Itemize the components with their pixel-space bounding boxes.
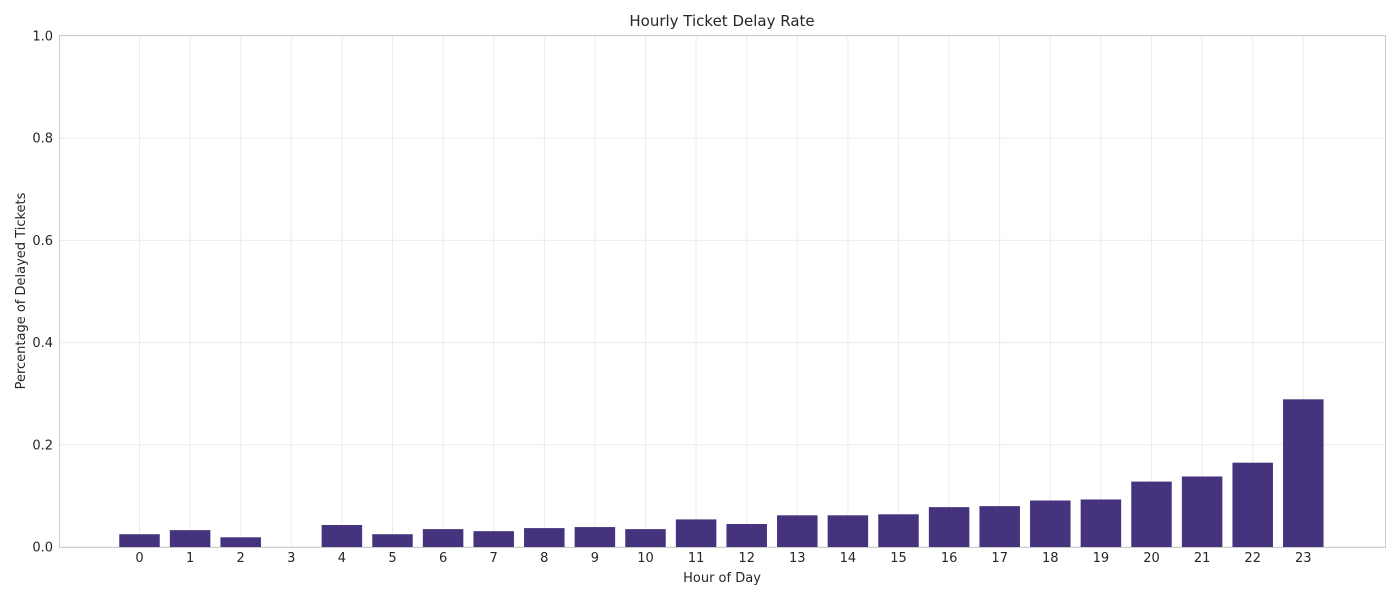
x-tick-label: 8 bbox=[540, 551, 548, 566]
x-ticks: 0 1 2 3 4 5 6 7 8 9 10 11 12 13 14 15 16 17 18 19 20 21 22 23 bbox=[135, 551, 1311, 566]
x-tick-label: 23 bbox=[1295, 551, 1312, 566]
bar-hour-2 bbox=[220, 537, 261, 547]
x-tick-label: 4 bbox=[338, 551, 346, 566]
bar-hour-14 bbox=[827, 515, 869, 547]
bar-hour-18 bbox=[1030, 500, 1071, 547]
grid bbox=[60, 35, 1386, 548]
bar-hour-4 bbox=[321, 525, 363, 547]
x-tick-label: 1 bbox=[186, 551, 194, 566]
bar-hour-5 bbox=[372, 534, 413, 547]
x-tick-label: 17 bbox=[991, 551, 1008, 566]
x-axis-label: Hour of Day bbox=[683, 571, 761, 586]
bar-hour-19 bbox=[1080, 499, 1122, 547]
y-ticks: 0.0 0.2 0.4 0.6 0.8 1.0 bbox=[32, 30, 53, 556]
x-tick-label: 16 bbox=[941, 551, 958, 566]
y-tick-label: 0.4 bbox=[32, 336, 53, 351]
bar-hour-7 bbox=[473, 531, 514, 547]
x-tick-label: 20 bbox=[1143, 551, 1160, 566]
bar-hour-21 bbox=[1181, 476, 1223, 547]
y-tick-label: 1.0 bbox=[32, 30, 53, 45]
bar-hour-10 bbox=[625, 529, 666, 547]
y-tick-label: 0.2 bbox=[32, 438, 53, 453]
x-tick-label: 6 bbox=[439, 551, 447, 566]
x-tick-label: 13 bbox=[789, 551, 806, 566]
y-tick-label: 0.0 bbox=[32, 541, 53, 556]
bar-hour-13 bbox=[777, 515, 818, 547]
bar-hour-15 bbox=[878, 514, 919, 547]
x-tick-label: 9 bbox=[591, 551, 599, 566]
y-tick-label: 0.8 bbox=[32, 132, 53, 147]
plot-frame bbox=[59, 35, 1386, 548]
y-tick-label: 0.6 bbox=[32, 234, 53, 249]
x-tick-label: 0 bbox=[135, 551, 143, 566]
x-tick-label: 14 bbox=[840, 551, 857, 566]
x-tick-label: 3 bbox=[287, 551, 295, 566]
bar-hour-9 bbox=[574, 527, 616, 547]
bar-hour-6 bbox=[422, 529, 464, 547]
bar-hour-11 bbox=[675, 519, 717, 547]
x-tick-label: 12 bbox=[738, 551, 755, 566]
x-tick-label: 15 bbox=[890, 551, 907, 566]
bar-hour-12 bbox=[726, 524, 767, 547]
y-axis-label: Percentage of Delayed Tickets bbox=[14, 192, 29, 389]
x-tick-label: 10 bbox=[637, 551, 654, 566]
x-tick-label: 5 bbox=[388, 551, 396, 566]
x-tick-label: 11 bbox=[688, 551, 705, 566]
x-tick-label: 21 bbox=[1194, 551, 1211, 566]
bar-hour-20 bbox=[1131, 481, 1172, 547]
bar-hour-8 bbox=[524, 528, 565, 547]
chart-title: Hourly Ticket Delay Rate bbox=[629, 12, 814, 30]
x-tick-label: 19 bbox=[1093, 551, 1110, 566]
bar-hour-22 bbox=[1232, 462, 1273, 547]
x-tick-label: 2 bbox=[237, 551, 245, 566]
bar-hour-1 bbox=[169, 530, 211, 547]
x-tick-label: 18 bbox=[1042, 551, 1059, 566]
x-tick-label: 22 bbox=[1244, 551, 1261, 566]
bar-hour-17 bbox=[979, 506, 1020, 547]
bars bbox=[119, 399, 1324, 547]
bar-hour-23 bbox=[1283, 399, 1324, 547]
bar-hour-16 bbox=[928, 507, 970, 547]
x-tick-label: 7 bbox=[490, 551, 498, 566]
bar-hour-0 bbox=[119, 534, 160, 547]
